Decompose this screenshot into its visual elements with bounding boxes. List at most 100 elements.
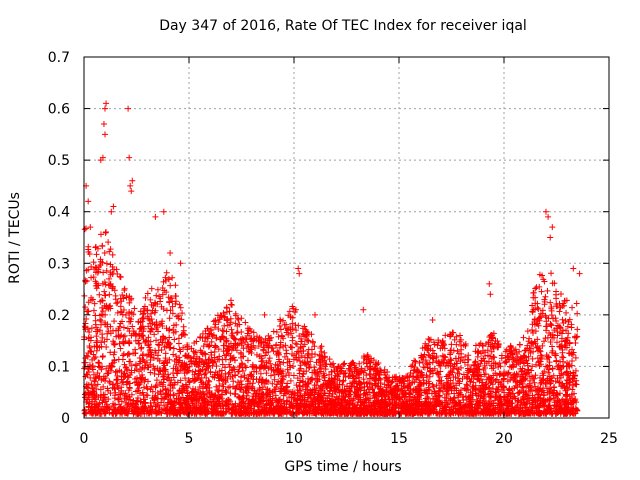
data-point bbox=[421, 364, 428, 371]
data-point bbox=[159, 291, 166, 298]
data-point bbox=[346, 367, 353, 374]
data-point bbox=[384, 375, 391, 382]
data-point bbox=[318, 397, 325, 404]
data-point bbox=[407, 370, 414, 377]
data-point bbox=[281, 403, 288, 410]
data-point bbox=[218, 313, 225, 320]
data-point bbox=[546, 396, 553, 403]
data-point bbox=[153, 319, 160, 326]
data-point bbox=[303, 337, 310, 344]
data-point bbox=[484, 352, 491, 359]
data-point bbox=[546, 329, 553, 336]
data-point bbox=[295, 322, 302, 329]
data-point bbox=[111, 357, 118, 364]
data-point bbox=[172, 379, 179, 386]
data-point bbox=[138, 344, 145, 351]
data-point bbox=[166, 315, 173, 322]
data-point bbox=[430, 383, 437, 390]
data-point bbox=[266, 407, 273, 414]
data-point bbox=[315, 390, 322, 397]
data-point bbox=[314, 377, 321, 384]
data-point bbox=[253, 399, 260, 406]
data-point bbox=[153, 382, 160, 389]
data-point bbox=[520, 396, 527, 403]
data-point bbox=[159, 387, 166, 394]
data-point bbox=[492, 392, 499, 399]
data-point bbox=[383, 391, 390, 398]
data-point bbox=[465, 356, 472, 363]
data-point bbox=[572, 380, 579, 387]
data-point bbox=[88, 274, 95, 281]
data-point bbox=[237, 373, 244, 380]
data-point bbox=[289, 314, 296, 321]
data-point bbox=[360, 376, 367, 383]
data-point bbox=[512, 373, 519, 380]
data-point bbox=[158, 410, 165, 417]
data-point bbox=[82, 277, 89, 284]
data-point bbox=[464, 365, 471, 372]
data-point bbox=[208, 338, 215, 345]
data-point bbox=[563, 369, 570, 376]
data-point bbox=[343, 410, 350, 417]
data-point bbox=[536, 283, 543, 290]
data-point bbox=[392, 410, 399, 417]
data-point bbox=[163, 269, 170, 276]
data-point bbox=[333, 393, 340, 400]
data-point bbox=[397, 387, 404, 394]
data-point bbox=[559, 358, 566, 365]
data-point bbox=[548, 322, 555, 329]
data-point bbox=[203, 385, 210, 392]
data-point bbox=[283, 347, 290, 354]
data-point bbox=[108, 362, 115, 369]
data-point bbox=[541, 368, 548, 375]
data-point bbox=[210, 332, 217, 339]
data-point bbox=[467, 389, 474, 396]
data-point bbox=[144, 385, 151, 392]
data-point bbox=[496, 401, 503, 408]
data-point bbox=[148, 285, 155, 292]
data-point bbox=[410, 401, 417, 408]
data-point bbox=[256, 386, 263, 393]
data-point bbox=[102, 311, 109, 318]
data-point bbox=[170, 405, 177, 412]
data-point bbox=[158, 391, 165, 398]
data-point bbox=[119, 356, 126, 363]
data-point bbox=[289, 405, 296, 412]
data-point bbox=[257, 397, 264, 404]
data-point bbox=[451, 390, 458, 397]
data-point bbox=[179, 310, 186, 317]
data-point bbox=[150, 363, 157, 370]
data-point bbox=[145, 334, 152, 341]
data-point bbox=[117, 391, 124, 398]
data-point bbox=[150, 354, 157, 361]
data-point bbox=[320, 392, 327, 399]
data-point bbox=[179, 394, 186, 401]
data-point bbox=[127, 397, 134, 404]
data-point bbox=[230, 408, 237, 415]
data-point bbox=[200, 397, 207, 404]
data-point bbox=[162, 394, 169, 401]
data-point bbox=[153, 337, 160, 344]
data-point bbox=[106, 378, 113, 385]
data-point bbox=[418, 409, 425, 416]
data-point bbox=[562, 341, 569, 348]
data-point bbox=[226, 321, 233, 328]
data-point bbox=[110, 266, 117, 273]
data-point bbox=[270, 348, 277, 355]
data-point bbox=[501, 359, 508, 366]
data-point bbox=[367, 375, 374, 382]
data-point bbox=[342, 370, 349, 377]
data-point bbox=[390, 410, 397, 417]
data-point bbox=[524, 342, 531, 349]
data-point bbox=[221, 401, 228, 408]
data-point bbox=[318, 409, 325, 416]
data-point bbox=[476, 341, 483, 348]
data-point bbox=[337, 407, 344, 414]
data-point bbox=[454, 377, 461, 384]
data-point bbox=[102, 374, 109, 381]
data-point bbox=[547, 339, 554, 346]
data-point bbox=[200, 361, 207, 368]
data-point bbox=[429, 359, 436, 366]
data-point bbox=[170, 391, 177, 398]
data-point bbox=[340, 361, 347, 368]
